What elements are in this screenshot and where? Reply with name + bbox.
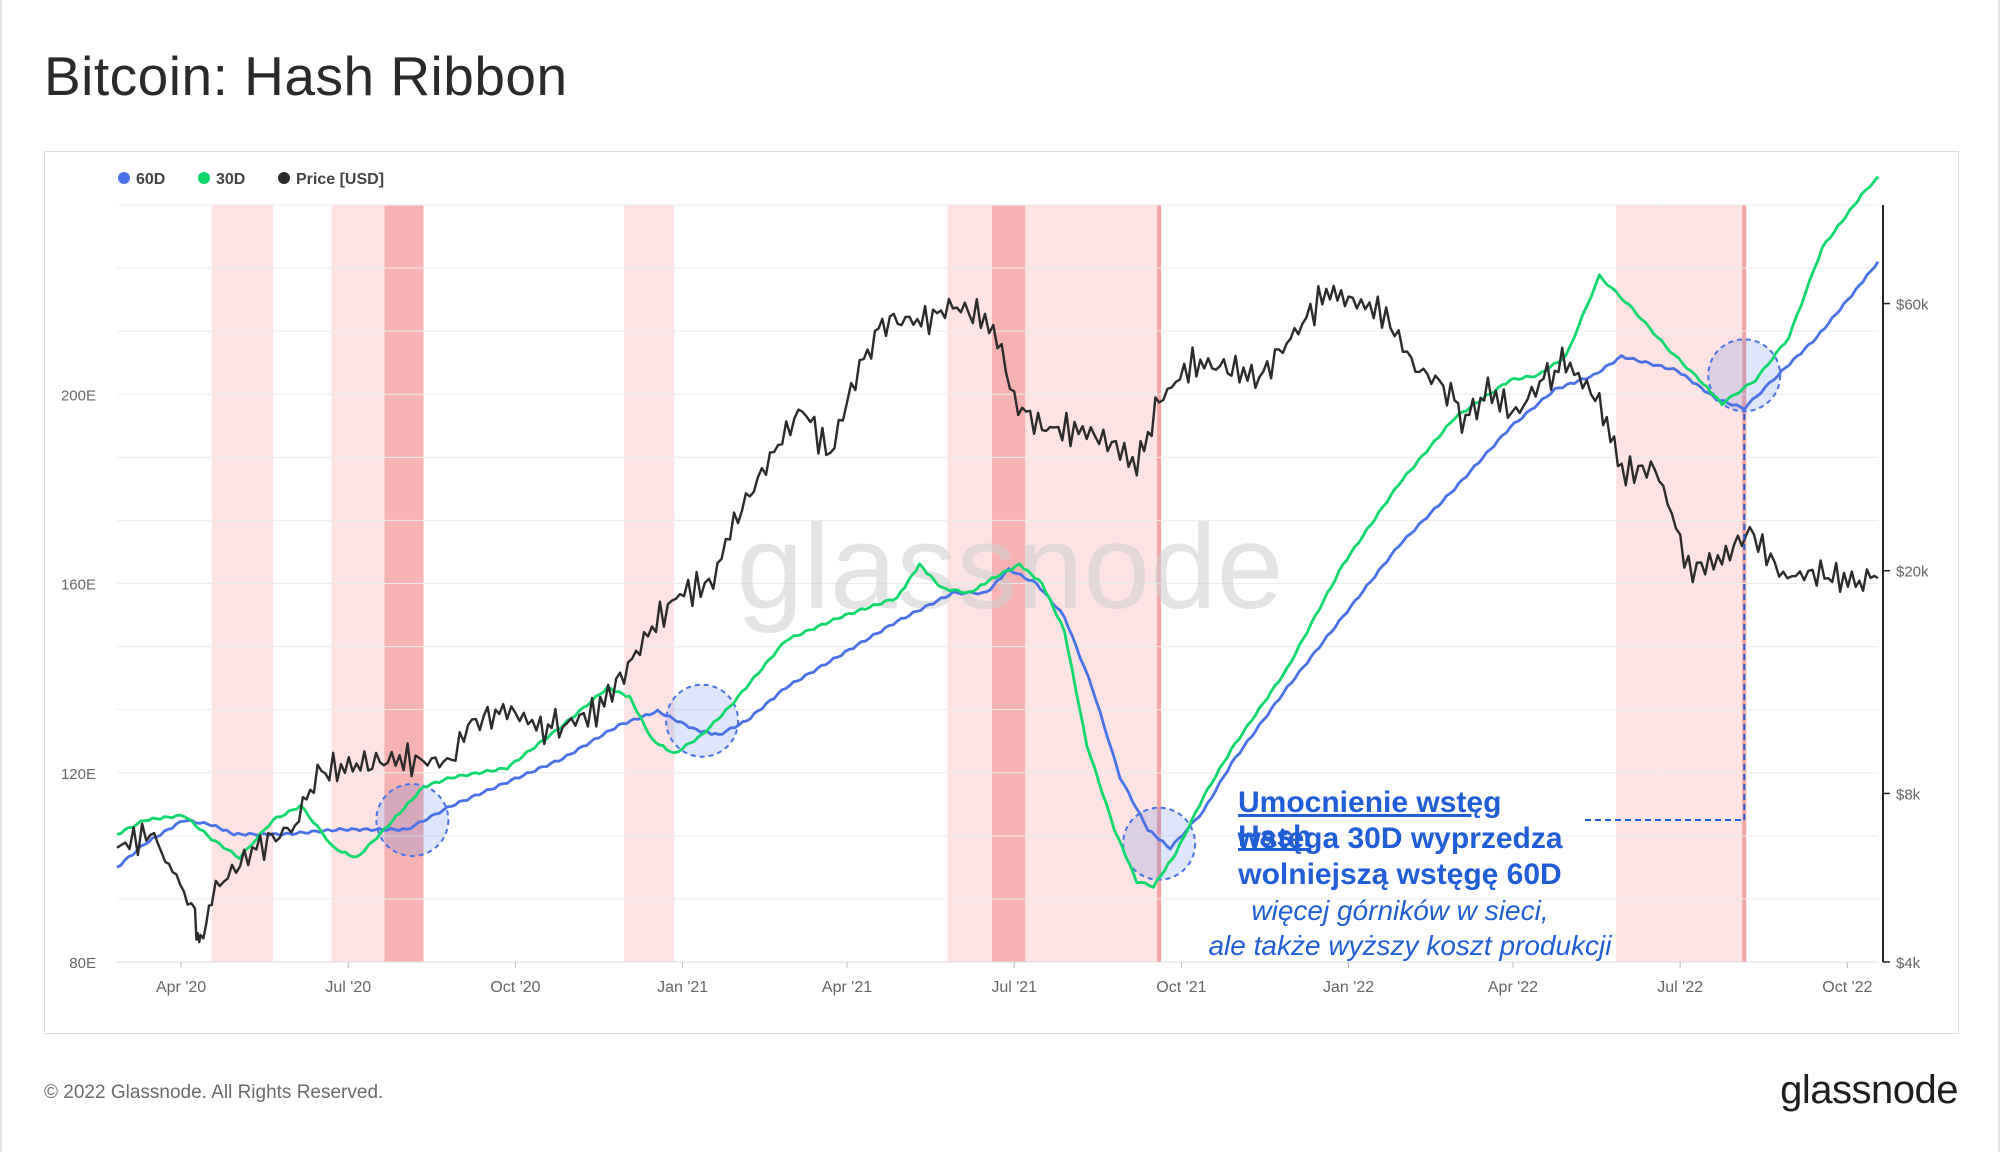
x-tick-label: Apr '20 (156, 979, 206, 996)
y-left-tick-label: 80E (69, 955, 96, 972)
y-right-tick-label: $60k (1896, 297, 1929, 314)
x-tick-label: Oct '21 (1156, 979, 1206, 996)
annotation-heading: Umocnienie wstęg Hash (1238, 786, 1502, 853)
legend[interactable]: 60D 30D Price [USD] (118, 171, 384, 188)
legend-label[interactable]: 60D (136, 171, 165, 188)
copyright-footer: © 2022 Glassnode. All Rights Reserved. (44, 1082, 384, 1103)
highlight-circle (1122, 806, 1197, 881)
legend-label[interactable]: Price [USD] (296, 171, 384, 188)
legend-dot (118, 172, 130, 184)
annotation-line-4: więcej górników w sieci, (1251, 895, 1549, 926)
annotation-line-2: wstęga 30D wyprzedza (1237, 822, 1563, 855)
highlight-circle (665, 683, 740, 758)
glassnode-watermark: glassnode (736, 500, 1283, 634)
annotation-connector (1585, 411, 1746, 821)
y-left-tick-label: 120E (61, 766, 96, 783)
x-tick-label: Jul '22 (1657, 979, 1703, 996)
y-left-tick-label: 160E (61, 577, 96, 594)
axes: 80E 120E 160E 200E $4k $8k $20k $60k Apr '20 Jul … (61, 205, 1929, 996)
y-right-tick-label: $8k (1896, 786, 1921, 803)
legend-label[interactable]: 30D (216, 171, 245, 188)
x-tick-label: Jul '20 (325, 979, 371, 996)
annotation-line-3: wolniejszą wstęgę 60D (1238, 858, 1562, 891)
x-tick-label: Oct '20 (490, 979, 540, 996)
series-lines (116, 175, 1880, 944)
legend-dot (198, 172, 210, 184)
glassnode-logo: glassnode (1780, 1068, 1958, 1112)
y-left-tick-label: 200E (61, 387, 96, 404)
annotation-line-5: ale także wyższy koszt produkcji (1208, 930, 1612, 961)
series-line-30d (116, 175, 1880, 889)
series-line-price-usd (116, 284, 1879, 944)
y-right-tick-label: $4k (1896, 955, 1921, 972)
legend-dot (278, 172, 290, 184)
page-title: Bitcoin: Hash Ribbon (44, 45, 568, 107)
x-tick-label: Apr '22 (1488, 979, 1538, 996)
x-tick-label: Jan '21 (657, 979, 708, 996)
x-tick-label: Oct '22 (1822, 979, 1872, 996)
chart-panel (44, 151, 1959, 1034)
highlight-circle (375, 783, 450, 858)
series-line-60d (116, 261, 1880, 869)
x-tick-label: Apr '21 (822, 979, 872, 996)
x-tick-label: Jul '21 (991, 979, 1037, 996)
y-right-tick-label: $20k (1896, 564, 1929, 581)
x-tick-label: Jan '22 (1323, 979, 1374, 996)
